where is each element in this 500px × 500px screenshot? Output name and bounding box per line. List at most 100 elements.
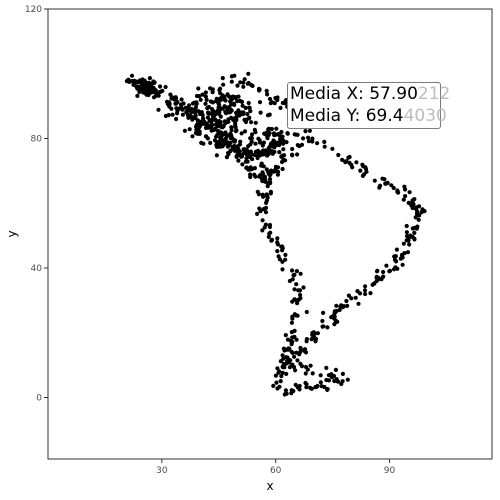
scatter-point [249, 136, 254, 141]
scatter-point [280, 370, 285, 375]
scatter-point [218, 135, 223, 140]
x-tick-label: 60 [270, 466, 282, 476]
scatter-point [410, 199, 415, 204]
mean-y-extra-digits: 4030 [403, 106, 447, 126]
scatter-point [290, 268, 295, 273]
scatter-point [339, 381, 344, 387]
scatter-point [283, 347, 288, 352]
scatter-point [194, 93, 200, 99]
scatter-point [150, 80, 156, 85]
scatter-point [204, 97, 209, 102]
mean-x-extra-digits: 212 [417, 84, 451, 104]
scatter-point [190, 134, 195, 139]
scatter-point [207, 111, 212, 116]
scatter-point [412, 230, 417, 235]
scatter-point [210, 100, 215, 105]
scatter-point [266, 127, 271, 132]
scatter-point [253, 174, 258, 179]
scatter-point [320, 324, 325, 329]
scatter-point [230, 144, 235, 149]
scatter-point [306, 135, 311, 140]
scatter-point [169, 106, 174, 111]
scatter-point [322, 139, 327, 144]
scatter-point [275, 249, 280, 254]
scatter-point [329, 375, 335, 380]
scatter-point [266, 171, 271, 176]
scatter-point [301, 285, 306, 290]
scatter-point [304, 339, 309, 344]
scatter-point [174, 116, 179, 122]
scatter-point [363, 284, 368, 289]
scatter-point [374, 275, 379, 280]
scatter-point [405, 250, 411, 255]
scatter-point [264, 148, 269, 154]
scatter-point [221, 82, 226, 87]
scatter-point [135, 84, 140, 89]
scatter-point [244, 117, 249, 122]
scatter-point [274, 126, 279, 131]
scatter-point [277, 150, 282, 155]
scatter-point [273, 164, 278, 169]
scatter-point [294, 282, 299, 287]
y-tick-label: 120 [25, 5, 42, 15]
scatter-point [356, 301, 361, 306]
scatter-point [276, 254, 281, 259]
scatter-point [315, 331, 320, 336]
scatter-point [230, 94, 236, 99]
scatter-point [267, 177, 273, 182]
scatter-point [266, 132, 271, 137]
scatter-point [216, 144, 221, 149]
scatter-point [267, 112, 272, 117]
scatter-point [229, 97, 234, 102]
scatter-point [338, 304, 343, 309]
scatter-point [265, 184, 270, 189]
x-axis: 30 60 90 [156, 459, 396, 476]
scatter-point [238, 152, 243, 157]
scatter-point [298, 271, 303, 276]
scatter-point [139, 85, 144, 90]
scatter-point [346, 293, 351, 298]
scatter-point [229, 128, 234, 133]
scatter-point [417, 204, 422, 209]
scatter-point [362, 288, 368, 293]
scatter-point [244, 156, 249, 161]
scatter-point [292, 312, 297, 317]
scatter-point [240, 162, 245, 167]
scatter-point [208, 140, 213, 145]
scatter-point [233, 129, 238, 134]
scatter-point [321, 310, 326, 315]
scatter-point [313, 336, 319, 342]
scatter-point [407, 242, 412, 247]
scatter-point [357, 291, 363, 296]
scatter-point [269, 237, 275, 242]
scatter-point [170, 112, 175, 117]
scatter-point [219, 95, 224, 100]
scatter-point [273, 373, 278, 378]
scatter-point [264, 200, 269, 205]
scatter-point [391, 185, 396, 191]
scatter-point [332, 310, 337, 315]
scatter-point [395, 189, 400, 194]
scatter-point [189, 109, 194, 114]
scatter-point [407, 190, 412, 195]
scatter-point [299, 364, 305, 369]
scatter-point [250, 157, 255, 162]
scatter-point [184, 109, 189, 115]
scatter-point [215, 109, 220, 115]
scatter-point [335, 379, 341, 384]
scatter-point [248, 109, 253, 114]
mean-y-label: Media Y: 69.44030 [290, 105, 447, 127]
scatter-point [200, 92, 205, 97]
scatter-point [295, 358, 300, 363]
scatter-point [239, 99, 245, 104]
scatter-point [290, 277, 295, 282]
scatter-point [268, 101, 273, 106]
scatter-point [401, 241, 406, 246]
scatter-point [214, 153, 219, 158]
scatter-point [291, 273, 296, 278]
scatter-point [277, 133, 282, 138]
scatter-point [393, 254, 398, 259]
scatter-point [413, 215, 418, 220]
scatter-point [324, 377, 329, 383]
